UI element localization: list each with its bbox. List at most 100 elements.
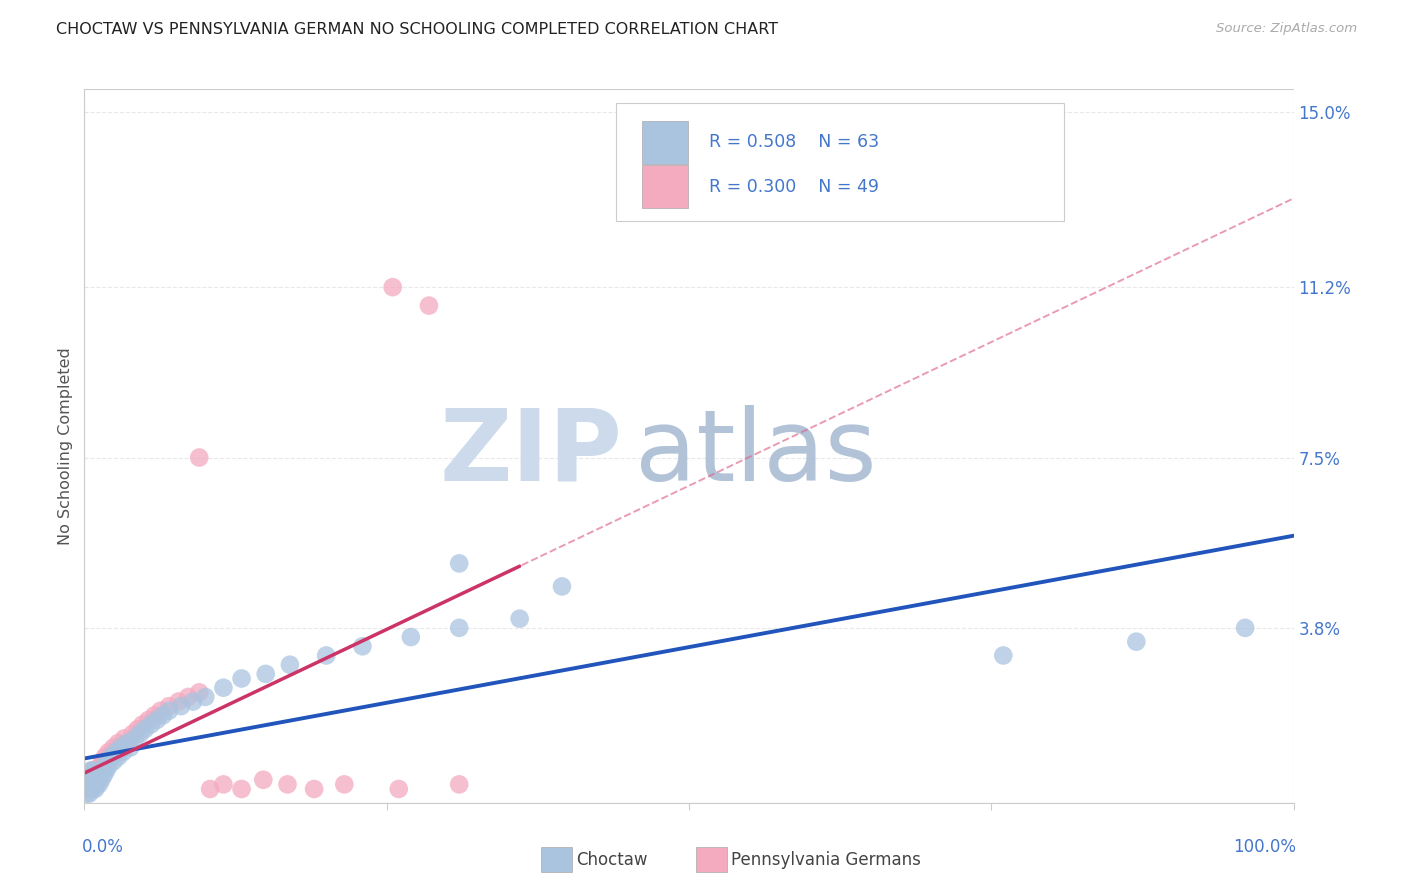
Point — [112, 745, 135, 759]
FancyBboxPatch shape — [641, 121, 688, 164]
Point — [278, 657, 301, 672]
Text: atlas: atlas — [634, 405, 876, 501]
Point — [77, 768, 100, 782]
Point — [188, 685, 211, 699]
Text: 100.0%: 100.0% — [1233, 838, 1296, 856]
Point — [1125, 634, 1147, 648]
Text: 0.0%: 0.0% — [82, 838, 124, 856]
Point — [75, 777, 97, 791]
Point — [157, 704, 180, 718]
Text: ZIP: ZIP — [440, 405, 623, 501]
Point — [80, 768, 103, 782]
Point — [77, 782, 100, 797]
Point — [80, 777, 103, 791]
Point — [76, 787, 98, 801]
Point — [96, 755, 118, 769]
Point — [84, 772, 107, 787]
Point — [84, 768, 107, 782]
Point — [127, 722, 149, 736]
Point — [83, 772, 105, 787]
Point — [121, 727, 143, 741]
Point — [91, 764, 114, 778]
Point — [86, 777, 108, 791]
Text: Choctaw: Choctaw — [576, 851, 648, 869]
Point — [86, 764, 108, 778]
Point — [104, 745, 127, 759]
Point — [993, 648, 1015, 663]
Point — [82, 764, 104, 778]
Point — [94, 755, 117, 769]
Point — [112, 731, 135, 746]
Point — [254, 666, 277, 681]
Point — [89, 768, 111, 782]
Point — [139, 717, 162, 731]
Point — [84, 782, 107, 797]
Point — [82, 772, 104, 787]
Point — [77, 772, 100, 787]
Point — [231, 672, 253, 686]
Point — [177, 690, 200, 704]
Point — [86, 772, 108, 787]
Point — [170, 699, 193, 714]
Point — [75, 782, 97, 797]
Point — [77, 777, 100, 791]
Point — [82, 782, 104, 797]
Point — [149, 704, 172, 718]
Point — [110, 740, 132, 755]
Point — [110, 740, 132, 755]
Point — [198, 782, 221, 797]
Text: CHOCTAW VS PENNSYLVANIA GERMAN NO SCHOOLING COMPLETED CORRELATION CHART: CHOCTAW VS PENNSYLVANIA GERMAN NO SCHOOL… — [56, 22, 779, 37]
Point — [138, 713, 160, 727]
Point — [87, 777, 110, 791]
Point — [79, 764, 101, 778]
Point — [194, 690, 217, 704]
Point — [76, 782, 98, 797]
Point — [82, 764, 104, 778]
Point — [188, 450, 211, 465]
Point — [103, 740, 125, 755]
Y-axis label: No Schooling Completed: No Schooling Completed — [58, 347, 73, 545]
Point — [77, 782, 100, 797]
Point — [124, 731, 146, 746]
Point — [79, 782, 101, 797]
Point — [104, 745, 127, 759]
Point — [212, 681, 235, 695]
Point — [83, 768, 105, 782]
Point — [315, 648, 337, 663]
Point — [152, 708, 174, 723]
Point — [157, 699, 180, 714]
Point — [100, 749, 122, 764]
Point — [381, 280, 404, 294]
Point — [107, 736, 129, 750]
Point — [449, 557, 471, 571]
Point — [79, 768, 101, 782]
Text: Source: ZipAtlas.com: Source: ZipAtlas.com — [1216, 22, 1357, 36]
Point — [79, 777, 101, 791]
Point — [90, 764, 112, 778]
Point — [89, 759, 111, 773]
Point — [212, 777, 235, 791]
Point — [134, 722, 156, 736]
Point — [77, 777, 100, 791]
Point — [93, 759, 115, 773]
Point — [90, 772, 112, 787]
Point — [509, 612, 531, 626]
Point — [82, 777, 104, 791]
Point — [115, 736, 138, 750]
FancyBboxPatch shape — [616, 103, 1064, 221]
Point — [86, 772, 108, 787]
Point — [551, 579, 574, 593]
Point — [1234, 621, 1257, 635]
Point — [80, 772, 103, 787]
Point — [94, 759, 117, 773]
Point — [79, 772, 101, 787]
Point — [77, 768, 100, 782]
Point — [76, 777, 98, 791]
Point — [333, 777, 356, 791]
Point — [83, 777, 105, 791]
Point — [93, 768, 115, 782]
Point — [418, 299, 440, 313]
Text: R = 0.508    N = 63: R = 0.508 N = 63 — [710, 134, 880, 152]
Point — [181, 694, 204, 708]
Point — [231, 782, 253, 797]
